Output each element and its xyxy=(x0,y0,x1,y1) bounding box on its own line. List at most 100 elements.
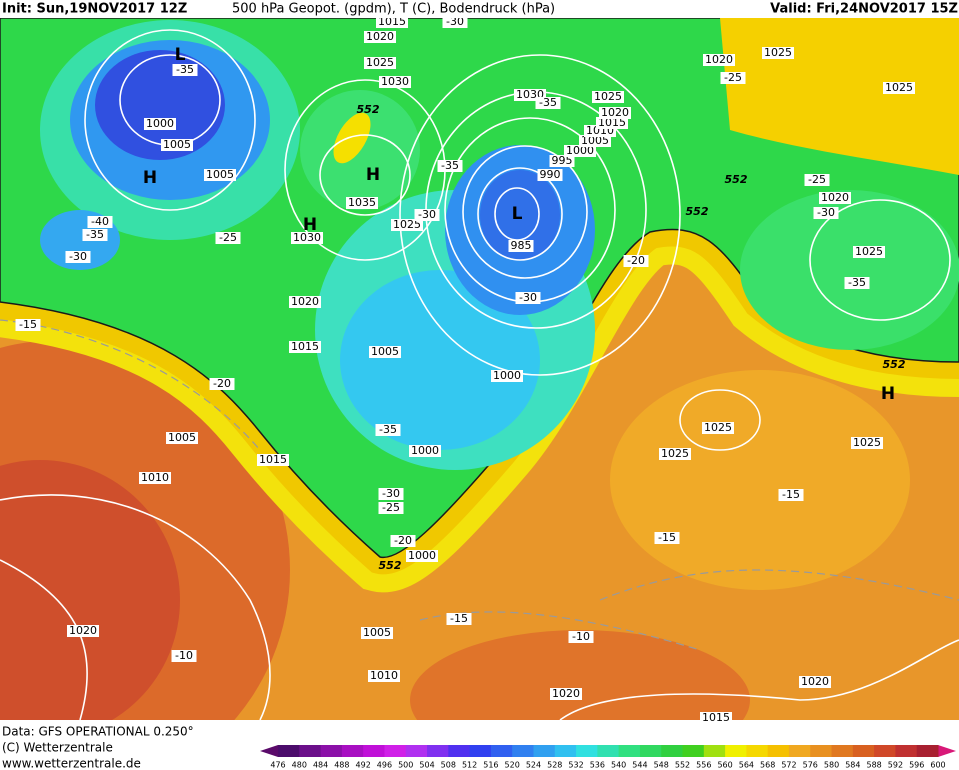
label-box xyxy=(409,445,441,457)
isoline-label: 995 xyxy=(552,154,573,167)
contour-label: 552 xyxy=(379,559,402,572)
label-box xyxy=(813,207,839,219)
colorbar-label: 524 xyxy=(526,761,541,770)
label-box xyxy=(364,57,396,69)
colorbar-label: 540 xyxy=(611,761,626,770)
isoline-label: -25 xyxy=(808,173,826,186)
contour-label: 552 xyxy=(883,358,906,371)
colorbar-low-end xyxy=(260,745,278,757)
colorbar-swatch xyxy=(469,745,492,757)
colorbar-swatch xyxy=(725,745,747,757)
colorbar-label: 596 xyxy=(909,761,924,770)
label-box xyxy=(851,437,883,449)
isoline-label: 1020 xyxy=(69,624,97,637)
colorbar-label: 560 xyxy=(717,761,732,770)
isoline-label: 1020 xyxy=(821,191,849,204)
colorbar-label: 528 xyxy=(547,761,562,770)
isoline-label: 1005 xyxy=(206,168,234,181)
isoline-label: -30 xyxy=(382,487,400,500)
label-box xyxy=(819,192,851,204)
colorbar-label: 500 xyxy=(398,761,413,770)
isoline-label: 1000 xyxy=(408,549,436,562)
pressure-center: H xyxy=(143,168,157,188)
isoline-label: 1020 xyxy=(601,106,629,119)
label-box xyxy=(15,319,41,331)
isoline-label: 1015 xyxy=(378,15,406,28)
colorbar-label: 548 xyxy=(654,761,669,770)
isoline-label: 1025 xyxy=(853,436,881,449)
label-box xyxy=(659,448,691,460)
label-box xyxy=(853,246,885,258)
colorbar-swatch xyxy=(767,745,790,757)
pressure-center: L xyxy=(512,204,523,224)
colorbar-swatch xyxy=(299,745,322,757)
isoline-label: 1005 xyxy=(371,345,399,358)
colorbar-swatch xyxy=(427,745,449,757)
colorbar-label: 484 xyxy=(313,761,328,770)
label-box xyxy=(564,145,596,157)
colorbar-swatch xyxy=(895,745,918,757)
label-box xyxy=(654,532,680,544)
isoline-label: 1015 xyxy=(291,340,319,353)
isoline-label: -20 xyxy=(213,377,231,390)
isoline-label: 1010 xyxy=(141,471,169,484)
isoline-label: -15 xyxy=(782,488,800,501)
pressure-center: H xyxy=(366,165,380,185)
contour-label: 552 xyxy=(357,103,380,116)
label-box xyxy=(215,232,241,244)
label-box xyxy=(67,625,99,637)
isoline-label: 1030 xyxy=(293,231,321,244)
colorbar-label: 516 xyxy=(483,761,498,770)
isoline-label: 1005 xyxy=(581,134,609,147)
init-time: Init: Sun,19NOV2017 12Z xyxy=(2,2,187,17)
label-box xyxy=(375,424,401,436)
label-box xyxy=(778,489,804,501)
colorbar-swatch xyxy=(852,745,875,757)
colorbar-label: 556 xyxy=(696,761,711,770)
isoline-label: 1000 xyxy=(146,117,174,130)
colorbar-swatch xyxy=(597,745,620,757)
colorbar-label: 520 xyxy=(505,761,520,770)
isoline-label: 1005 xyxy=(163,138,191,151)
colorbar-label: 552 xyxy=(675,761,690,770)
colorbar: 476 480 484 488 492 496 500 504 508 512 516 520 524 5… xyxy=(260,745,956,770)
isoline-label: -35 xyxy=(379,423,397,436)
colorbar-swatch xyxy=(554,745,577,757)
label-box xyxy=(442,16,468,28)
isoline-label: 1015 xyxy=(702,711,730,724)
label-box xyxy=(799,676,831,688)
label-box xyxy=(406,550,438,562)
colorbar-swatch xyxy=(874,745,896,757)
isoline-label: -25 xyxy=(219,231,237,244)
pressure-center: H xyxy=(303,215,317,235)
label-box xyxy=(139,472,171,484)
label-box xyxy=(364,31,396,43)
isoline-label: 1030 xyxy=(381,75,409,88)
label-box xyxy=(209,378,235,390)
isoline-label: 1020 xyxy=(291,295,319,308)
colorbar-label: 564 xyxy=(739,761,754,770)
isoline-label: -35 xyxy=(539,96,557,109)
label-box xyxy=(491,370,523,382)
colorbar-label: 568 xyxy=(760,761,775,770)
colorbar-label: 532 xyxy=(568,761,583,770)
colorbar-label: 580 xyxy=(824,761,839,770)
isoline-label: 1025 xyxy=(393,218,421,231)
isoline-label: -10 xyxy=(175,649,193,662)
isoline-label: -35 xyxy=(176,63,194,76)
isoline-label: -30 xyxy=(817,206,835,219)
copyright: (C) Wetterzentrale xyxy=(2,741,113,755)
colorbar-swatch xyxy=(363,745,385,757)
colorbar-swatch xyxy=(576,745,598,757)
colorbar-label: 508 xyxy=(441,761,456,770)
label-box xyxy=(390,535,416,547)
contour-label: 552 xyxy=(686,205,709,218)
label-box xyxy=(535,97,561,109)
label-box xyxy=(166,432,198,444)
colorbar-swatch xyxy=(405,745,428,757)
label-box xyxy=(368,670,400,682)
isoline-label: 1035 xyxy=(348,196,376,209)
label-box xyxy=(592,91,624,103)
isoline-label: -15 xyxy=(19,318,37,331)
isoline-label: -25 xyxy=(382,501,400,514)
